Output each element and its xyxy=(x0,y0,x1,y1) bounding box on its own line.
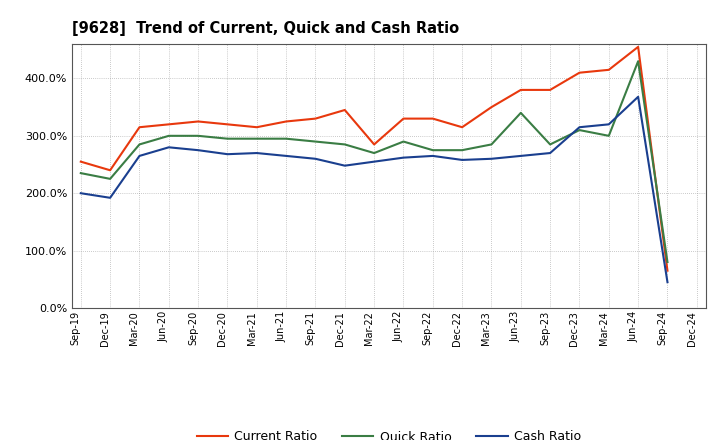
Quick Ratio xyxy=(428,147,437,153)
Quick Ratio xyxy=(282,136,290,141)
Cash Ratio xyxy=(282,153,290,158)
Current Ratio xyxy=(575,70,584,75)
Quick Ratio xyxy=(487,142,496,147)
Current Ratio xyxy=(194,119,202,124)
Quick Ratio xyxy=(575,128,584,133)
Current Ratio xyxy=(370,142,379,147)
Cash Ratio xyxy=(76,191,85,196)
Current Ratio xyxy=(253,125,261,130)
Cash Ratio xyxy=(575,125,584,130)
Quick Ratio xyxy=(370,150,379,156)
Quick Ratio xyxy=(516,110,525,116)
Line: Quick Ratio: Quick Ratio xyxy=(81,61,667,262)
Current Ratio xyxy=(106,168,114,173)
Cash Ratio xyxy=(634,94,642,99)
Cash Ratio xyxy=(164,145,173,150)
Quick Ratio xyxy=(634,59,642,64)
Cash Ratio xyxy=(487,156,496,161)
Quick Ratio xyxy=(106,176,114,182)
Current Ratio xyxy=(487,104,496,110)
Quick Ratio xyxy=(605,133,613,139)
Current Ratio xyxy=(458,125,467,130)
Current Ratio xyxy=(634,44,642,50)
Quick Ratio xyxy=(311,139,320,144)
Cash Ratio xyxy=(135,153,144,158)
Cash Ratio xyxy=(194,147,202,153)
Cash Ratio xyxy=(223,151,232,157)
Quick Ratio xyxy=(458,147,467,153)
Cash Ratio xyxy=(516,153,525,158)
Current Ratio xyxy=(341,107,349,113)
Cash Ratio xyxy=(546,150,554,156)
Cash Ratio xyxy=(370,159,379,164)
Quick Ratio xyxy=(164,133,173,139)
Quick Ratio xyxy=(546,142,554,147)
Current Ratio xyxy=(164,122,173,127)
Current Ratio xyxy=(135,125,144,130)
Quick Ratio xyxy=(135,142,144,147)
Current Ratio xyxy=(282,119,290,124)
Current Ratio xyxy=(76,159,85,164)
Quick Ratio xyxy=(76,170,85,176)
Quick Ratio xyxy=(399,139,408,144)
Quick Ratio xyxy=(663,260,672,265)
Cash Ratio xyxy=(253,150,261,156)
Quick Ratio xyxy=(223,136,232,141)
Quick Ratio xyxy=(194,133,202,139)
Line: Cash Ratio: Cash Ratio xyxy=(81,97,667,282)
Current Ratio xyxy=(399,116,408,121)
Line: Current Ratio: Current Ratio xyxy=(81,47,667,271)
Cash Ratio xyxy=(106,195,114,201)
Cash Ratio xyxy=(399,155,408,160)
Cash Ratio xyxy=(311,156,320,161)
Quick Ratio xyxy=(341,142,349,147)
Current Ratio xyxy=(311,116,320,121)
Current Ratio xyxy=(223,122,232,127)
Text: [9628]  Trend of Current, Quick and Cash Ratio: [9628] Trend of Current, Quick and Cash … xyxy=(72,21,459,36)
Quick Ratio xyxy=(253,136,261,141)
Cash Ratio xyxy=(605,122,613,127)
Current Ratio xyxy=(663,268,672,273)
Current Ratio xyxy=(428,116,437,121)
Legend: Current Ratio, Quick Ratio, Cash Ratio: Current Ratio, Quick Ratio, Cash Ratio xyxy=(192,425,586,440)
Cash Ratio xyxy=(428,153,437,158)
Current Ratio xyxy=(605,67,613,73)
Cash Ratio xyxy=(458,157,467,162)
Current Ratio xyxy=(516,87,525,92)
Current Ratio xyxy=(546,87,554,92)
Cash Ratio xyxy=(663,279,672,285)
Cash Ratio xyxy=(341,163,349,169)
